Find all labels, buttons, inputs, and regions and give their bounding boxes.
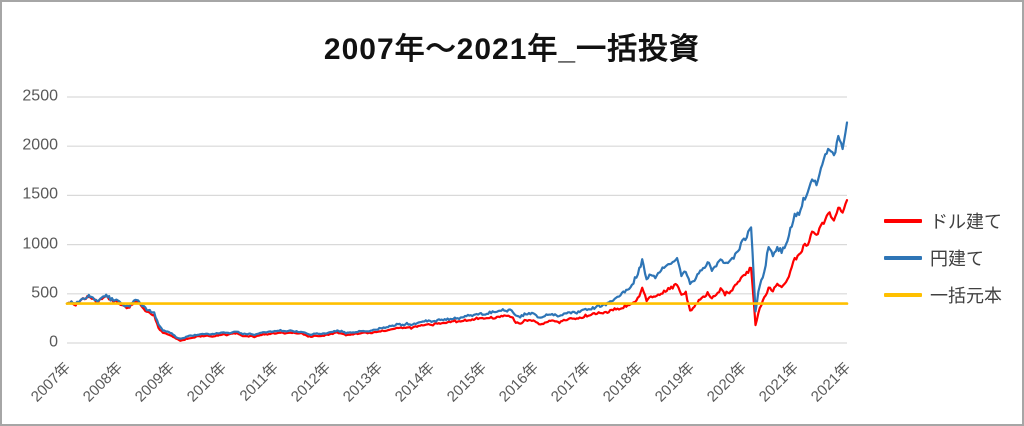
legend: ドル建て 円建て 一括元本 — [884, 202, 1002, 313]
y-tick-label: 1000 — [22, 235, 58, 253]
legend-swatch-yen — [884, 255, 922, 260]
legend-item-dollar: ドル建て — [884, 202, 1002, 239]
y-tick-label: 500 — [31, 284, 58, 302]
legend-item-principal: 一括元本 — [884, 276, 1002, 313]
series-line-dollar — [65, 199, 849, 342]
legend-label-principal: 一括元本 — [930, 285, 1002, 306]
series-lines — [65, 121, 849, 342]
series-line-yen — [65, 121, 849, 340]
y-tick-label: 2500 — [22, 87, 58, 105]
chart-title: 2007年～2021年_一括投資 — [323, 33, 701, 66]
y-tick-label: 2000 — [22, 136, 58, 154]
legend-swatch-principal — [884, 292, 922, 297]
legend-label-dollar: ドル建て — [930, 211, 1002, 232]
legend-item-yen: 円建て — [884, 239, 1002, 276]
y-tick-label: 0 — [49, 333, 58, 351]
y-tick-label: 1500 — [22, 186, 58, 204]
legend-swatch-dollar — [884, 218, 922, 223]
legend-label-yen: 円建て — [930, 248, 984, 269]
gridlines — [67, 96, 847, 344]
